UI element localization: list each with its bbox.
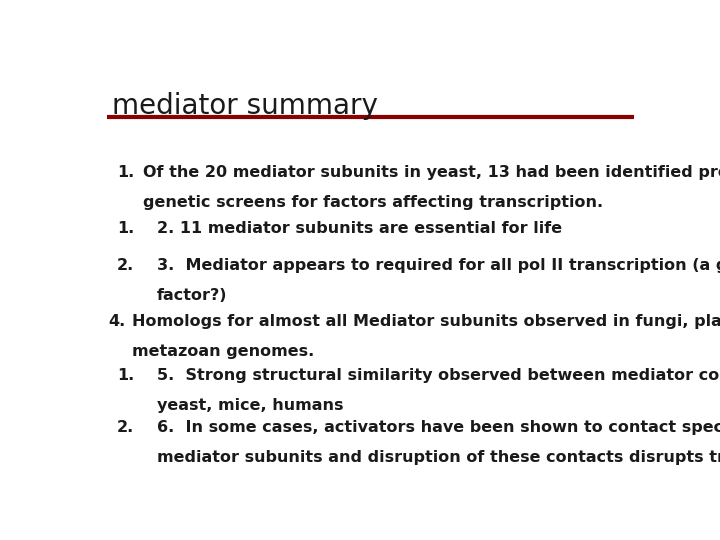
Text: mediator subunits and disruption of these contacts disrupts transcription: mediator subunits and disruption of thes… bbox=[157, 450, 720, 465]
Text: 2. 11 mediator subunits are essential for life: 2. 11 mediator subunits are essential fo… bbox=[157, 221, 562, 236]
Text: 1.: 1. bbox=[117, 165, 134, 180]
Text: mediator summary: mediator summary bbox=[112, 92, 378, 120]
Text: genetic screens for factors affecting transcription.: genetic screens for factors affecting tr… bbox=[143, 194, 603, 210]
Text: 5.  Strong structural similarity observed between mediator complexes of: 5. Strong structural similarity observed… bbox=[157, 368, 720, 383]
Text: 1.: 1. bbox=[117, 221, 134, 236]
Text: metazoan genomes.: metazoan genomes. bbox=[132, 344, 314, 359]
Text: 4.: 4. bbox=[108, 314, 125, 329]
Text: 2.: 2. bbox=[117, 420, 134, 435]
Text: 3.  Mediator appears to required for all pol II transcription (a general: 3. Mediator appears to required for all … bbox=[157, 258, 720, 273]
Text: Homologs for almost all Mediator subunits observed in fungi, plant and: Homologs for almost all Mediator subunit… bbox=[132, 314, 720, 329]
Text: yeast, mice, humans: yeast, mice, humans bbox=[157, 399, 343, 413]
Text: 2.: 2. bbox=[117, 258, 134, 273]
Text: Of the 20 mediator subunits in yeast, 13 had been identified previously in: Of the 20 mediator subunits in yeast, 13… bbox=[143, 165, 720, 180]
Text: 6.  In some cases, activators have been shown to contact specific: 6. In some cases, activators have been s… bbox=[157, 420, 720, 435]
Text: 1.: 1. bbox=[117, 368, 134, 383]
Text: factor?): factor?) bbox=[157, 288, 228, 303]
